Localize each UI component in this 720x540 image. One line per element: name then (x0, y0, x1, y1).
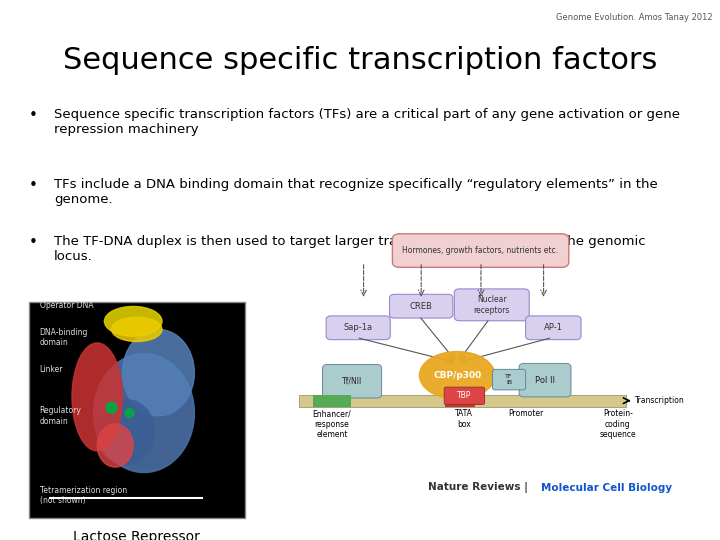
Text: TF
IB: TF IB (505, 374, 513, 385)
FancyBboxPatch shape (492, 369, 526, 390)
FancyBboxPatch shape (313, 395, 351, 407)
Text: AP-1: AP-1 (544, 323, 562, 332)
Text: Regulatory
domain: Regulatory domain (40, 406, 81, 426)
Ellipse shape (125, 409, 134, 417)
Text: Tetramerization region
(not shown): Tetramerization region (not shown) (40, 486, 127, 505)
FancyBboxPatch shape (390, 294, 453, 318)
Text: DNA-binding
domain: DNA-binding domain (40, 328, 88, 347)
FancyBboxPatch shape (326, 316, 390, 340)
FancyBboxPatch shape (323, 364, 382, 398)
Ellipse shape (72, 343, 122, 451)
Text: Lactose Repressor: Lactose Repressor (73, 530, 200, 540)
Ellipse shape (104, 306, 162, 336)
FancyBboxPatch shape (299, 395, 626, 407)
Ellipse shape (94, 354, 194, 472)
FancyBboxPatch shape (526, 316, 581, 340)
FancyBboxPatch shape (519, 363, 571, 397)
Ellipse shape (419, 352, 495, 399)
Text: Genome Evolution. Amos Tanay 2012: Genome Evolution. Amos Tanay 2012 (556, 14, 713, 23)
Text: •: • (29, 178, 37, 193)
Text: TATA
box: TATA box (456, 409, 473, 429)
Text: Enhancer/
response
element: Enhancer/ response element (312, 409, 351, 439)
Ellipse shape (97, 400, 155, 464)
Ellipse shape (112, 317, 162, 342)
Text: Sequence specific transcription factors (TFs) are a critical part of any gene ac: Sequence specific transcription factors … (54, 108, 680, 136)
Text: Molecular Cell Biology: Molecular Cell Biology (541, 483, 672, 492)
Text: TBP: TBP (457, 392, 472, 400)
Text: Pol II: Pol II (535, 376, 555, 384)
Text: Linker: Linker (40, 366, 63, 374)
FancyBboxPatch shape (454, 289, 529, 321)
Text: •: • (29, 108, 37, 123)
FancyBboxPatch shape (445, 395, 475, 407)
Text: The TF-DNA duplex is then used to target larger transcriptional structure to the: The TF-DNA duplex is then used to target… (54, 235, 646, 263)
Text: Tf/NII: Tf/NII (342, 377, 362, 386)
FancyBboxPatch shape (444, 387, 485, 404)
Text: Nature Reviews |: Nature Reviews | (428, 482, 532, 493)
Text: Sequence specific transcription factors: Sequence specific transcription factors (63, 46, 657, 75)
Ellipse shape (107, 402, 117, 413)
Text: Protein-
coding
sequence: Protein- coding sequence (600, 409, 636, 439)
Text: •: • (29, 235, 37, 250)
Text: TFs include a DNA binding domain that recognize specifically “regulatory element: TFs include a DNA binding domain that re… (54, 178, 658, 206)
Text: Promoter: Promoter (508, 409, 543, 418)
Ellipse shape (97, 424, 133, 467)
Text: Transcription: Transcription (635, 396, 685, 405)
Text: CREB: CREB (410, 302, 433, 310)
FancyBboxPatch shape (392, 234, 569, 267)
Text: CBP/p300: CBP/p300 (433, 371, 482, 380)
Text: Hormones, growth factors, nutrients etc.: Hormones, growth factors, nutrients etc. (402, 246, 558, 255)
FancyBboxPatch shape (29, 302, 245, 518)
Text: Sap-1a: Sap-1a (343, 323, 372, 332)
Text: Operator DNA: Operator DNA (40, 301, 93, 309)
Text: Nuclear
receptors: Nuclear receptors (474, 295, 510, 315)
Ellipse shape (122, 329, 194, 416)
